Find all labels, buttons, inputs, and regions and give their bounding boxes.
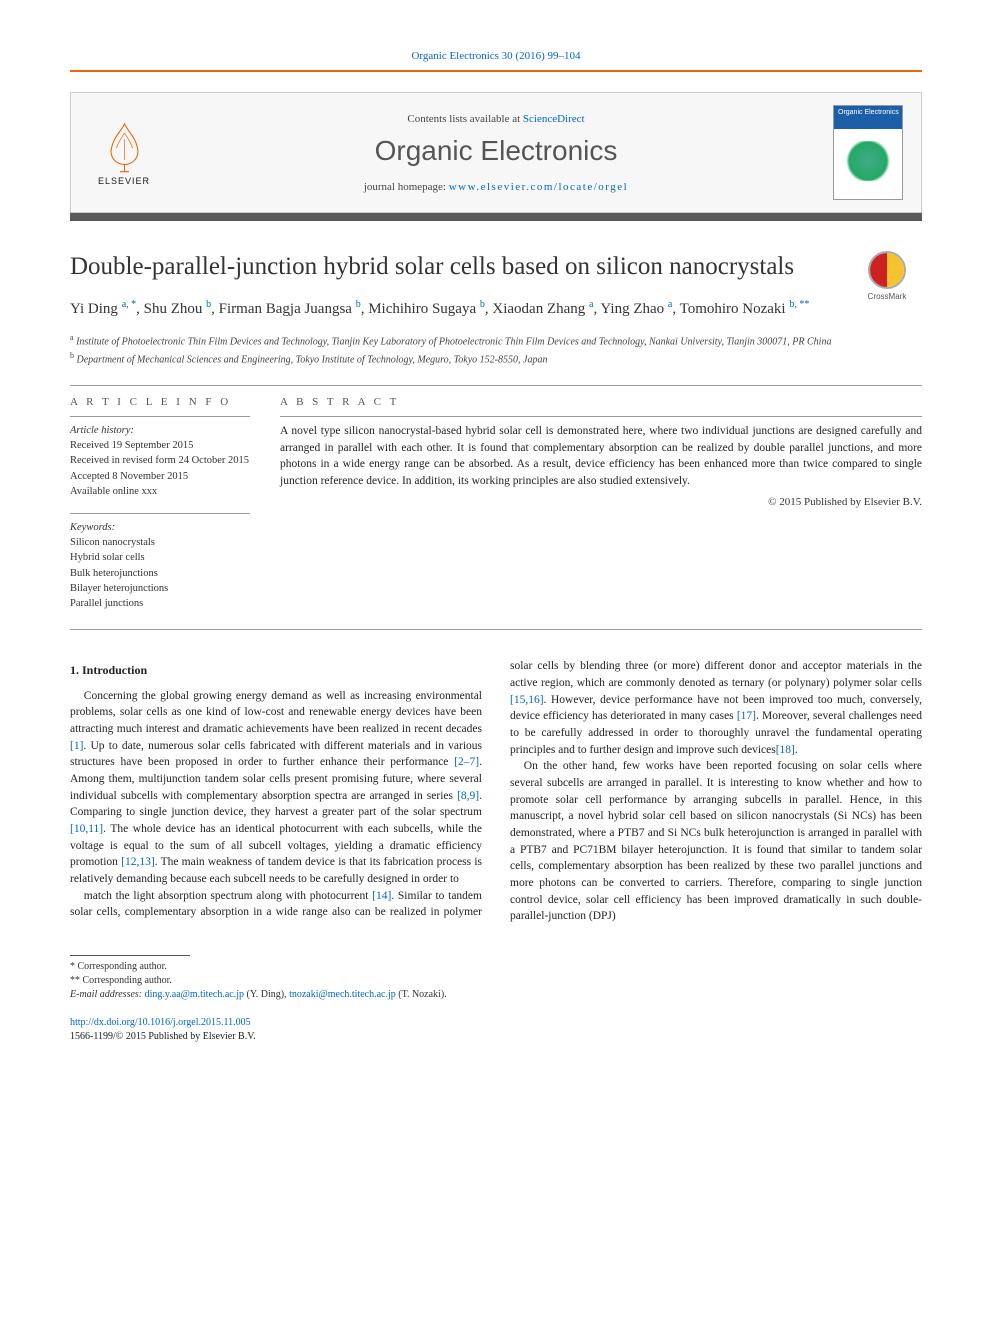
keyword-item: Bulk heterojunctions <box>70 568 158 579</box>
author-list: Yi Ding a, *, Shu Zhou b, Firman Bagja J… <box>70 298 832 320</box>
page-root: Organic Electronics 30 (2016) 99–104 ELS… <box>0 0 992 1094</box>
info-abstract-row: A R T I C L E I N F O Article history: R… <box>70 396 922 611</box>
email-name-1: (Y. Ding), <box>247 989 287 1000</box>
divider-short <box>70 416 250 417</box>
keyword-item: Hybrid solar cells <box>70 552 145 563</box>
sciencedirect-link[interactable]: ScienceDirect <box>523 113 585 125</box>
divider-short <box>70 513 250 514</box>
email-line: E-mail addresses: ding.y.aa@m.titech.ac.… <box>70 988 922 1002</box>
online-date: Available online xxx <box>70 486 157 497</box>
article-header: CrossMark Double-parallel-junction hybri… <box>70 251 922 367</box>
elsevier-tree-icon <box>102 119 147 174</box>
contents-available-line: Contents lists available at ScienceDirec… <box>159 113 833 125</box>
homepage-link[interactable]: www.elsevier.com/locate/orgel <box>449 181 628 193</box>
keyword-item: Parallel junctions <box>70 598 143 609</box>
email-name-2: (T. Nozaki). <box>398 989 446 1000</box>
footnote-rule <box>70 955 190 956</box>
homepage-line: journal homepage: www.elsevier.com/locat… <box>159 181 833 193</box>
history-label: Article history: <box>70 425 134 436</box>
section-heading-intro: 1. Introduction <box>70 662 482 679</box>
journal-header: ELSEVIER Contents lists available at Sci… <box>70 92 922 213</box>
header-center: Contents lists available at ScienceDirec… <box>159 113 833 193</box>
homepage-prefix: journal homepage: <box>364 181 449 193</box>
revised-date: Received in revised form 24 October 2015 <box>70 455 249 466</box>
contents-prefix: Contents lists available at <box>407 113 522 125</box>
affiliation-b-text: Department of Mechanical Sciences and En… <box>77 354 548 365</box>
journal-cover-thumbnail: Organic Electronics <box>833 105 903 200</box>
article-info-label: A R T I C L E I N F O <box>70 396 250 408</box>
article-info-column: A R T I C L E I N F O Article history: R… <box>70 396 250 611</box>
received-date: Received 19 September 2015 <box>70 440 193 451</box>
accepted-date: Accepted 8 November 2015 <box>70 471 188 482</box>
elsevier-logo: ELSEVIER <box>89 108 159 198</box>
divider-dark <box>70 213 922 221</box>
doi-link[interactable]: http://dx.doi.org/10.1016/j.orgel.2015.1… <box>70 1017 251 1028</box>
article-history: Article history: Received 19 September 2… <box>70 423 250 499</box>
body-two-column: 1. Introduction Concerning the global gr… <box>70 658 922 925</box>
abstract-label: A B S T R A C T <box>280 396 922 408</box>
email-label: E-mail addresses: <box>70 989 142 1000</box>
cover-title-text: Organic Electronics <box>838 109 899 117</box>
divider-thin <box>70 629 922 630</box>
abstract-column: A B S T R A C T A novel type silicon nan… <box>280 396 922 611</box>
email-link-1[interactable]: ding.y.aa@m.titech.ac.jp <box>145 989 244 1000</box>
article-title: Double-parallel-junction hybrid solar ce… <box>70 251 832 282</box>
footnotes: * Corresponding author. ** Corresponding… <box>70 955 922 1002</box>
keywords-block: Keywords: Silicon nanocrystals Hybrid so… <box>70 520 250 611</box>
affiliation-a: a Institute of Photoelectronic Thin Film… <box>70 332 832 349</box>
journal-name: Organic Electronics <box>159 135 833 167</box>
keywords-label: Keywords: <box>70 522 115 533</box>
keyword-item: Silicon nanocrystals <box>70 537 155 548</box>
divider-orange <box>70 70 922 72</box>
abstract-text: A novel type silicon nanocrystal-based h… <box>280 423 922 490</box>
citation-line: Organic Electronics 30 (2016) 99–104 <box>70 50 922 62</box>
bottom-metadata: http://dx.doi.org/10.1016/j.orgel.2015.1… <box>70 1016 922 1044</box>
abstract-copyright: © 2015 Published by Elsevier B.V. <box>280 496 922 508</box>
affiliations: a Institute of Photoelectronic Thin Film… <box>70 332 832 367</box>
body-paragraph: Concerning the global growing energy dem… <box>70 688 482 888</box>
affiliation-b: b Department of Mechanical Sciences and … <box>70 350 832 367</box>
elsevier-logo-text: ELSEVIER <box>98 176 150 186</box>
crossmark-icon <box>868 251 906 289</box>
affiliation-a-text: Institute of Photoelectronic Thin Film D… <box>76 337 831 348</box>
divider-thin <box>70 385 922 386</box>
corresponding-author-2: ** Corresponding author. <box>70 974 922 988</box>
keyword-item: Bilayer heterojunctions <box>70 583 168 594</box>
crossmark-label: CrossMark <box>852 292 922 301</box>
body-paragraph: On the other hand, few works have been r… <box>510 758 922 925</box>
divider-short <box>280 416 922 417</box>
crossmark-widget[interactable]: CrossMark <box>852 251 922 301</box>
email-link-2[interactable]: tnozaki@mech.titech.ac.jp <box>289 989 396 1000</box>
issn-copyright: 1566-1199/© 2015 Published by Elsevier B… <box>70 1031 256 1042</box>
corresponding-author-1: * Corresponding author. <box>70 960 922 974</box>
